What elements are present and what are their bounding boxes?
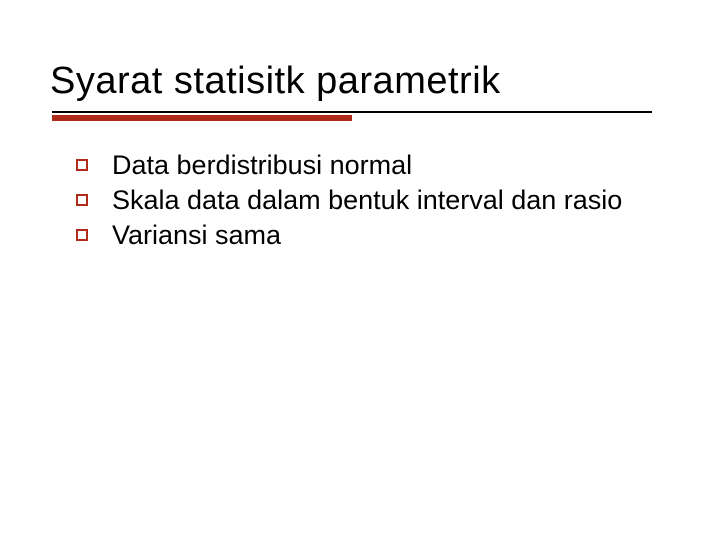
bullet-list: Data berdistribusi normal Skala data dal… bbox=[50, 149, 670, 252]
underline-thin bbox=[52, 111, 652, 113]
list-item-text: Data berdistribusi normal bbox=[112, 150, 412, 180]
underline-thick bbox=[52, 115, 352, 121]
square-bullet-icon bbox=[76, 229, 88, 241]
list-item: Variansi sama bbox=[76, 219, 670, 252]
square-bullet-icon bbox=[76, 159, 88, 171]
square-bullet-icon bbox=[76, 194, 88, 206]
slide: Syarat statisitk parametrik Data berdist… bbox=[0, 0, 720, 540]
list-item-text: Variansi sama bbox=[112, 220, 281, 250]
title-underline bbox=[52, 111, 652, 121]
list-item: Data berdistribusi normal bbox=[76, 149, 670, 182]
slide-title: Syarat statisitk parametrik bbox=[50, 60, 670, 103]
list-item: Skala data dalam bentuk interval dan ras… bbox=[76, 184, 670, 217]
list-item-text: Skala data dalam bentuk interval dan ras… bbox=[112, 185, 622, 215]
